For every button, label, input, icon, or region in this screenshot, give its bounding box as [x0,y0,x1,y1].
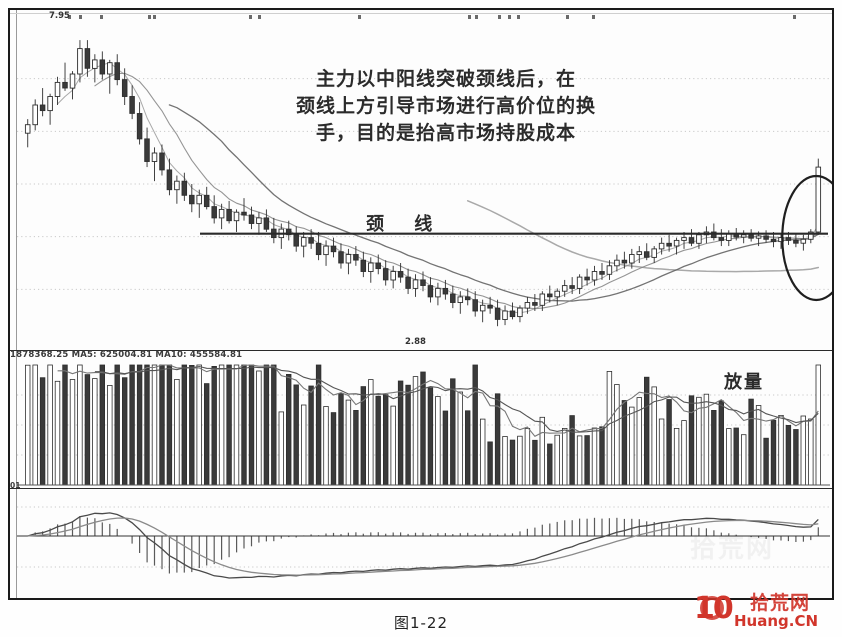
top-tick-2 [100,15,103,19]
volume-axis-rail [10,351,17,488]
top-tick-10 [498,15,501,19]
price-axis-rail [10,10,17,350]
macd-axis-rail [10,489,17,598]
neckline-label: 颈 线 [366,214,445,235]
top-tick-4 [153,15,156,19]
chart-frame [8,8,834,600]
top-tick-8 [468,15,471,19]
price-volume-separator [10,350,832,351]
top-tick-7 [358,15,361,19]
top-tick-0 [68,15,71,19]
top-tick-3 [148,15,151,19]
top-tick-12 [517,15,520,19]
low-price-label: 2.88 [405,337,426,347]
high-price-label: 7.95 [49,11,70,21]
volume-expansion-label: 放量 [724,372,764,393]
top-tick-11 [508,15,511,19]
price-chart-canvas [17,40,832,327]
volume-indicator-header: 1878368.25 MA5: 625004.81 MA10: 455584.8… [10,350,243,360]
top-tick-9 [475,15,478,19]
volume-macd-separator [10,488,832,489]
top-tick-15 [793,15,796,19]
macd-chart-canvas [17,506,830,579]
price-panel [10,10,832,350]
ghost-watermark: 拾荒网 [690,528,774,565]
top-tick-13 [566,15,569,19]
macd-indicator-header: 01 [10,481,21,490]
volume-panel [10,351,832,488]
top-tick-1 [79,15,82,19]
macd-panel [10,489,832,598]
figure-caption: 图1-22 [393,614,449,632]
top-tick-14 [592,15,595,19]
top-tick-row [10,13,832,25]
top-tick-6 [258,15,261,19]
main-annotation-text: 主力以中阳线突破颈线后，在 颈线上方引导市场进行高价位的换 手，目的是抬高市场持… [295,68,596,144]
top-tick-5 [249,15,252,19]
volume-chart-canvas [17,364,830,486]
